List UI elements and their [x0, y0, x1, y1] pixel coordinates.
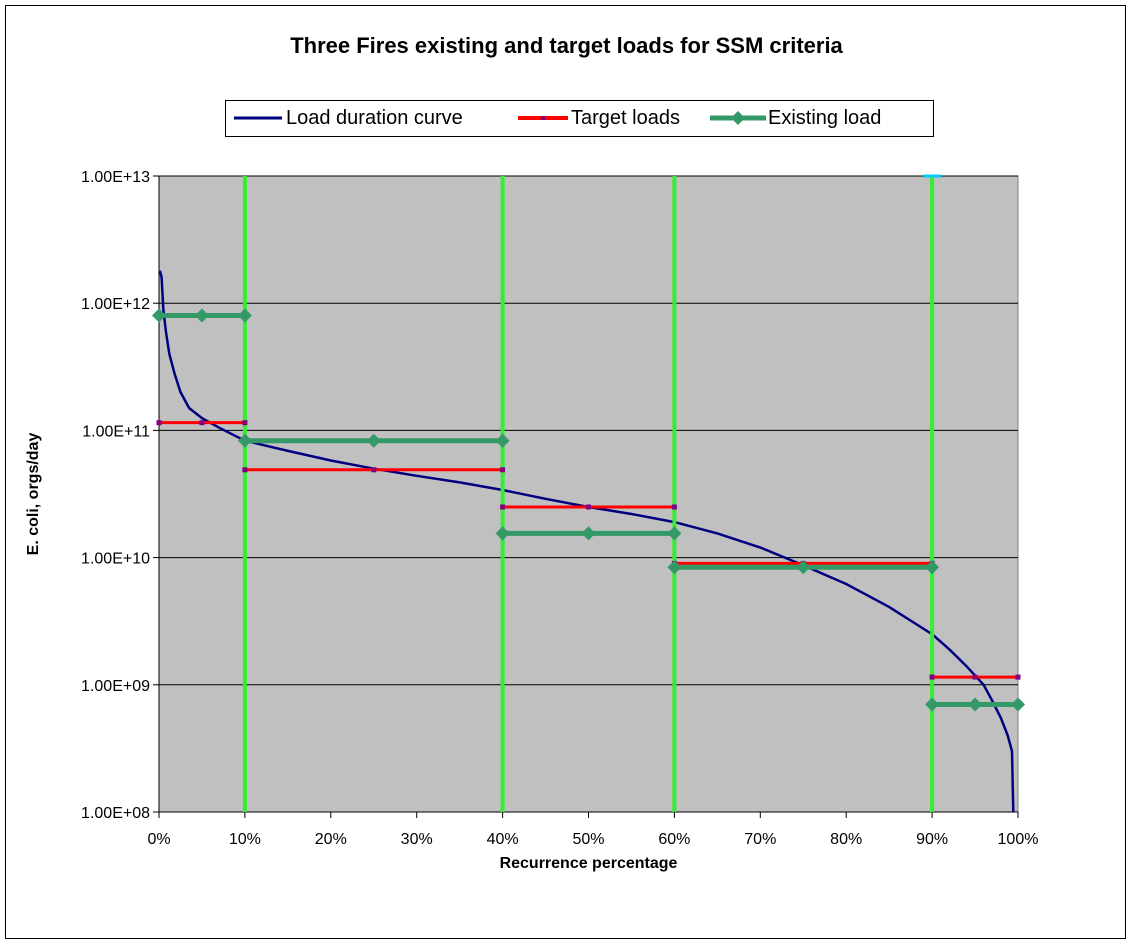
- chart-frame: [5, 5, 1126, 939]
- legend-swatch-existing-load: [710, 111, 766, 125]
- legend: Load duration curve Target loads Existin…: [225, 100, 934, 137]
- legend-label-target-loads: Target loads: [571, 107, 680, 129]
- legend-label-load-duration: Load duration curve: [286, 107, 463, 129]
- legend-swatch-load-duration: [234, 116, 282, 120]
- chart-title: Three Fires existing and target loads fo…: [290, 33, 843, 58]
- legend-label-existing-load: Existing load: [768, 107, 882, 129]
- legend-swatch-target-loads: [518, 116, 568, 120]
